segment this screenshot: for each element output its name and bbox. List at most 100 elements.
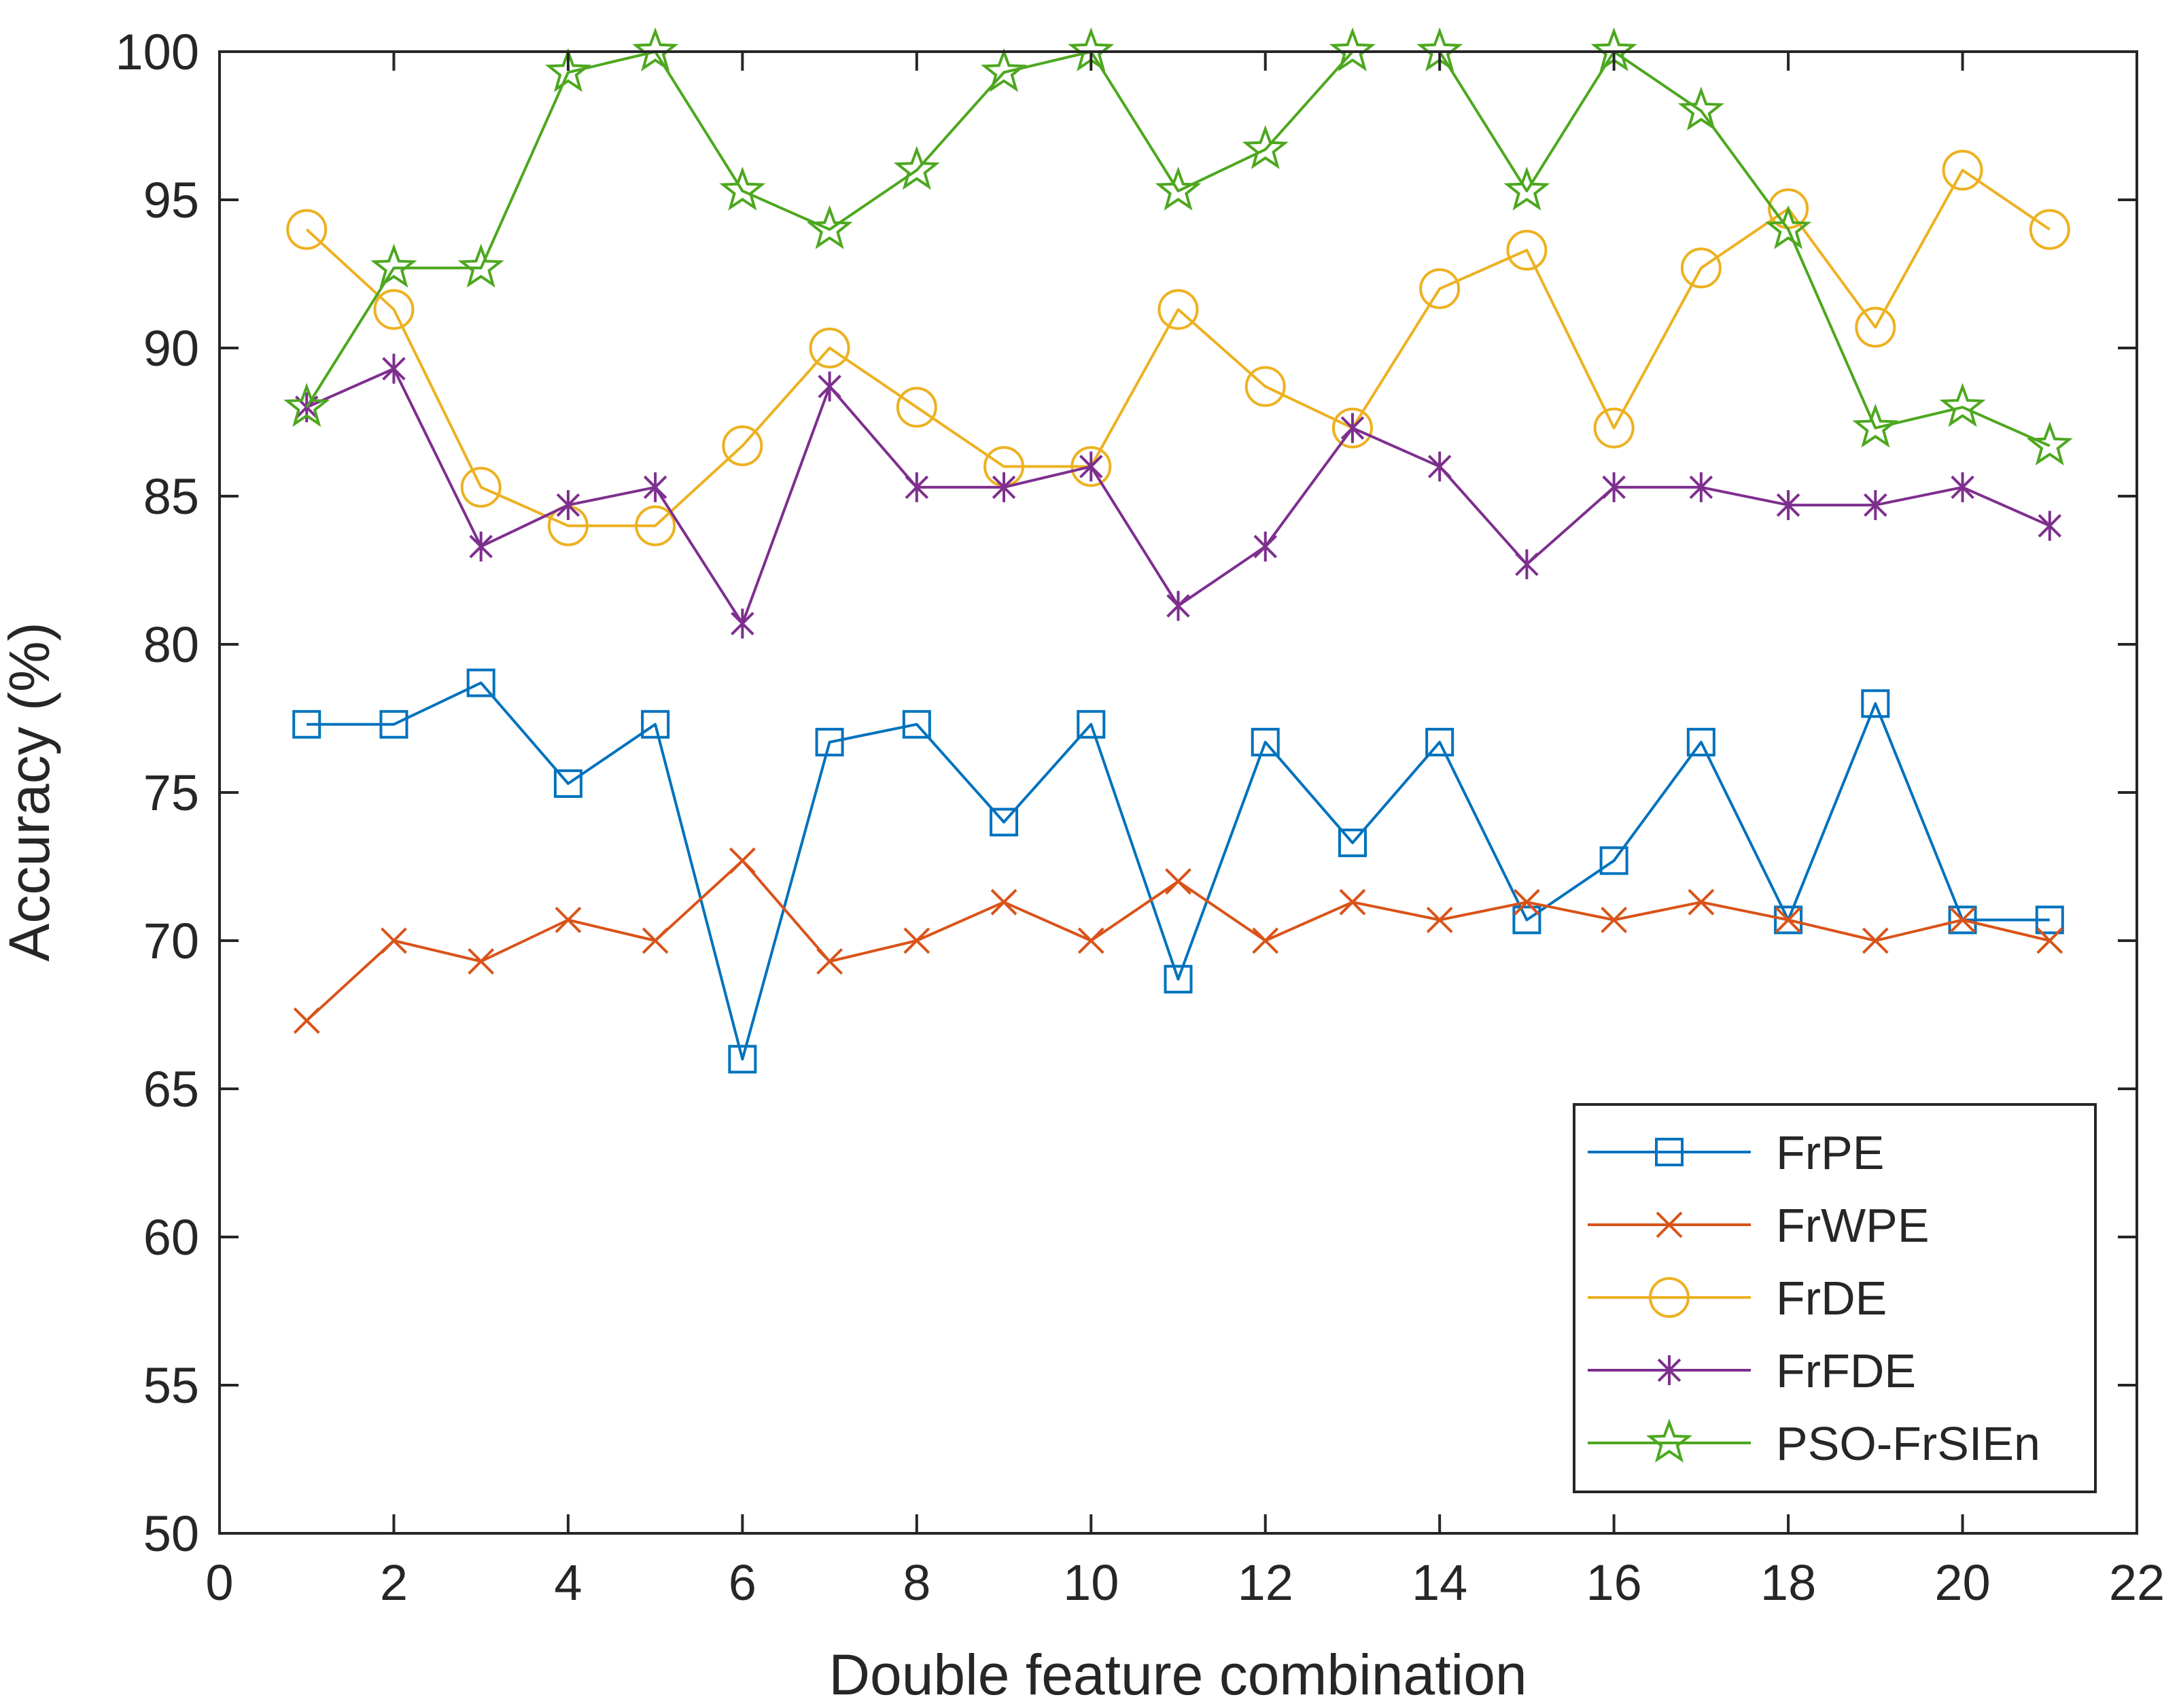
x-tick-label: 18 — [1760, 1554, 1816, 1611]
x-tick-label: 0 — [205, 1554, 233, 1611]
data-point-frpe — [641, 710, 670, 739]
legend-marker-frwpe — [1656, 1211, 1683, 1238]
y-tick-label: 50 — [143, 1505, 199, 1562]
data-point-frde — [373, 289, 415, 330]
x-tick-label: 20 — [1934, 1554, 1990, 1611]
data-point-frwpe — [381, 927, 407, 954]
data-point-frde — [1942, 150, 1983, 191]
data-point-pso-frsien — [370, 243, 417, 288]
legend-item-frwpe: FrWPE — [1588, 1199, 1930, 1252]
data-point-frwpe — [468, 948, 495, 975]
data-point-frfde — [1340, 413, 1365, 443]
data-point-frpe — [1077, 710, 1106, 739]
legend-label-frde: FrDE — [1776, 1272, 1887, 1325]
axes-layer: 0 2 4 6 8 10 12 14 16 18 20 22 50 55 60 65 70 75 80 85 90 95 1… — [116, 24, 2165, 1611]
series-frde — [286, 150, 2070, 546]
data-point-frwpe — [293, 1007, 320, 1034]
data-point-frpe — [466, 668, 495, 697]
x-tick-label: 14 — [1412, 1554, 1467, 1611]
data-point-frpe — [1338, 829, 1367, 858]
series-line-frde — [305, 169, 2051, 527]
series-pso-frsien — [283, 27, 2073, 466]
x-tick-label: 10 — [1063, 1554, 1119, 1611]
data-point-frwpe — [1775, 907, 1802, 933]
data-point-frpe — [1425, 727, 1454, 756]
data-point-pso-frsien — [632, 27, 679, 71]
data-point-frfde — [1079, 451, 1103, 482]
x-tick-label: 16 — [1586, 1554, 1641, 1611]
data-point-frde — [635, 505, 676, 546]
data-point-frpe — [1599, 846, 1628, 875]
data-point-frfde — [382, 353, 406, 384]
data-point-frpe — [1686, 727, 1715, 756]
legend-item-frpe: FrPE — [1588, 1126, 1884, 1179]
data-point-frde — [2029, 209, 2070, 250]
data-point-frpe — [292, 710, 321, 739]
y-tick-label: 85 — [143, 468, 199, 525]
x-tick-label: 2 — [380, 1554, 408, 1611]
data-point-frwpe — [1426, 907, 1453, 933]
data-point-frwpe — [729, 847, 756, 874]
data-point-frfde — [1166, 591, 1190, 621]
data-point-pso-frsien — [719, 167, 766, 211]
data-point-frfde — [1427, 451, 1452, 482]
series-frwpe — [293, 847, 2063, 1034]
data-point-frwpe — [990, 888, 1017, 916]
data-point-frwpe — [2036, 927, 2063, 954]
data-point-pso-frsien — [457, 243, 504, 288]
data-point-frfde — [992, 472, 1016, 502]
data-point-frde — [896, 387, 937, 428]
data-point-frwpe — [1165, 868, 1191, 895]
data-point-pso-frsien — [2026, 421, 2073, 466]
data-point-frde — [1419, 268, 1461, 309]
data-point-pso-frsien — [1677, 86, 1724, 131]
data-point-frde — [1593, 407, 1635, 449]
data-point-frpe — [1512, 905, 1541, 935]
data-point-pso-frsien — [1852, 403, 1899, 448]
data-point-frfde — [1515, 549, 1539, 580]
data-point-frfde — [1951, 472, 1974, 502]
data-point-frwpe — [1862, 927, 1889, 954]
data-point-frde — [1506, 230, 1548, 271]
y-tick-label: 55 — [143, 1357, 199, 1414]
series-line-pso-frsien — [305, 50, 2051, 447]
y-tick-label: 70 — [143, 913, 199, 969]
data-point-frwpe — [816, 948, 843, 975]
data-point-frde — [1157, 289, 1199, 330]
data-point-frpe — [902, 710, 931, 739]
legend-item-frfde: FrFDE — [1588, 1344, 1916, 1397]
data-point-frfde — [1253, 531, 1277, 562]
series-frpe — [292, 668, 2064, 1074]
data-point-pso-frsien — [1155, 167, 1202, 211]
y-tick-label: 75 — [143, 765, 199, 821]
data-point-frpe — [1861, 689, 1890, 718]
data-point-frfde — [1689, 472, 1713, 502]
data-point-frpe — [379, 710, 408, 739]
data-point-frfde — [556, 490, 580, 521]
data-point-frpe — [1251, 727, 1280, 756]
data-point-frpe — [1164, 964, 1193, 994]
legend: FrPE FrWPE FrDE FrFDE PSO-FrSIEn — [1573, 1103, 2097, 1493]
data-point-frfde — [818, 371, 841, 402]
data-point-frwpe — [1688, 888, 1715, 916]
data-point-frfde — [1776, 490, 1800, 521]
y-axis-label: Accuracy (%) — [0, 622, 61, 961]
legend-item-pso-frsien: PSO-FrSIEn — [1588, 1417, 2040, 1470]
data-point-frpe — [990, 807, 1019, 837]
data-point-pso-frsien — [1939, 383, 1986, 428]
series-layer — [283, 27, 2073, 1074]
y-tick-label: 95 — [143, 172, 199, 228]
legend-item-frde: FrDE — [1588, 1272, 1887, 1325]
data-point-frwpe — [1513, 888, 1540, 916]
data-point-frde — [460, 466, 502, 508]
data-point-frde — [1680, 247, 1722, 289]
x-tick-label: 12 — [1238, 1554, 1293, 1611]
x-tick-label: 6 — [729, 1554, 756, 1611]
data-point-pso-frsien — [893, 145, 940, 190]
data-point-frfde — [1864, 490, 1887, 521]
data-point-frwpe — [555, 907, 582, 933]
data-point-frwpe — [903, 927, 930, 954]
legend-marker-frfde — [1657, 1355, 1681, 1385]
data-point-frwpe — [1949, 907, 1976, 933]
